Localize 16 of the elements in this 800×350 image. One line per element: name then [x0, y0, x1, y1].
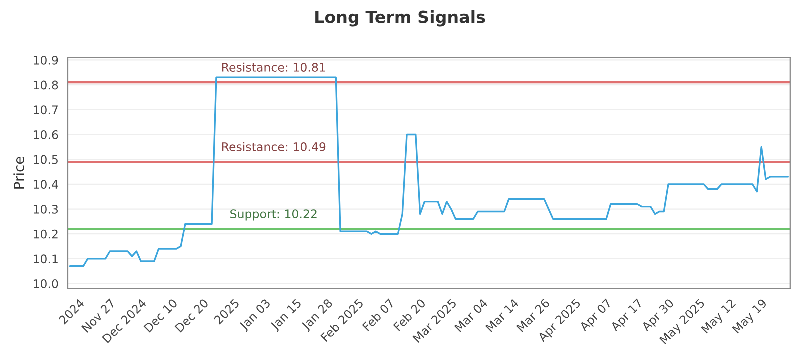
y-tick-label: 10.0 [34, 280, 58, 288]
y-tick-label: 10.2 [34, 230, 58, 239]
chart-title: Long Term Signals [316, 10, 486, 27]
y-tick-label: 10.5 [34, 155, 58, 164]
ref-line-label: Resistance: 10.81 [222, 62, 326, 72]
y-tick-label: 10.3 [34, 204, 58, 214]
line-series [69, 76, 790, 268]
ref-line-label: Support: 10.22 [230, 210, 317, 221]
y-tick-label: 10.7 [34, 106, 58, 115]
ref-line-label: Resistance: 10.49 [222, 142, 326, 152]
y-tick-label: 10.1 [34, 254, 58, 264]
y-axis-title: Price [14, 157, 24, 189]
y-tick-label: 10.9 [34, 56, 58, 65]
y-tick-label: 10.8 [34, 80, 58, 90]
y-tick-label: 10.4 [34, 180, 58, 190]
y-tick-label: 10.6 [34, 130, 58, 140]
